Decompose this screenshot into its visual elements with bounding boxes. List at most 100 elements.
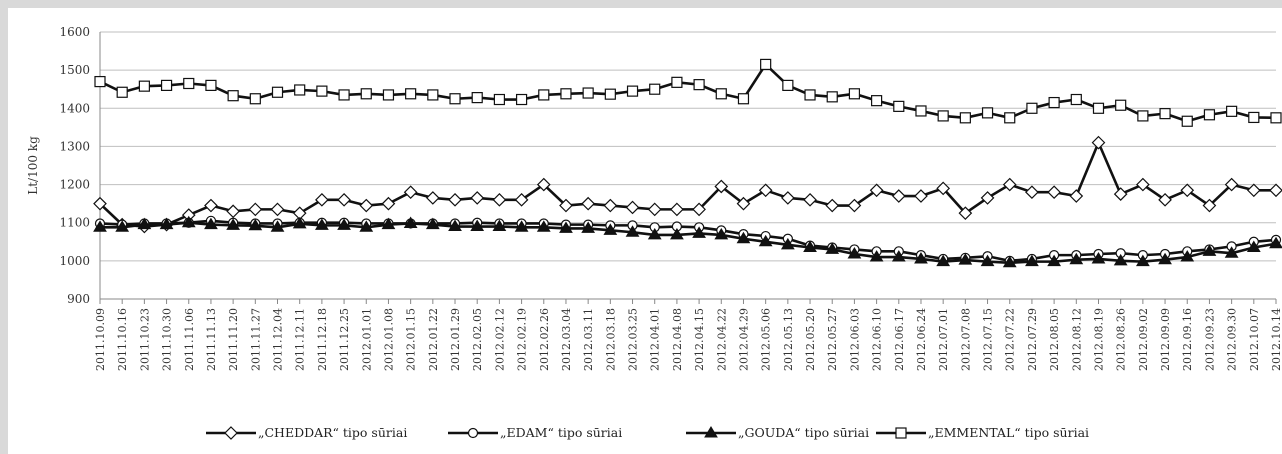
data-point [758, 234, 773, 247]
data-point [1091, 251, 1106, 264]
data-point [227, 90, 239, 102]
x-tick-label: 2011.11.20 [227, 308, 240, 371]
data-point [226, 204, 240, 219]
data-point [758, 183, 773, 198]
data-point [536, 177, 551, 192]
data-point [693, 79, 705, 91]
data-point [1113, 253, 1128, 266]
data-point [891, 189, 906, 203]
data-point [626, 85, 639, 97]
x-tick-label: 2012.05.27 [826, 308, 839, 371]
data-point [1002, 255, 1017, 268]
x-tick-label: 2012.04.15 [693, 308, 706, 371]
x-tick-label: 2012.04.01 [649, 308, 662, 371]
data-point [514, 192, 529, 207]
x-tick-label: 2011.12.04 [272, 308, 285, 371]
data-point [914, 189, 928, 203]
x-tick-label: 2011.12.18 [316, 308, 329, 371]
data-point [160, 79, 173, 92]
x-tick-label: 2012.02.05 [471, 308, 484, 371]
data-point [492, 219, 507, 232]
x-tick-label: 2012.04.08 [671, 308, 684, 371]
data-point [936, 254, 951, 267]
data-point [1004, 112, 1016, 124]
data-point [869, 250, 884, 262]
data-point [604, 88, 616, 100]
legend-label: „EDAM“ tipo sūriai [500, 425, 622, 440]
x-tick-label: 2011.10.16 [116, 308, 129, 371]
data-point [116, 86, 128, 98]
y-axis-label: Lt/100 kg [26, 136, 40, 195]
data-point [692, 202, 706, 217]
data-point [1048, 96, 1060, 109]
legend-item: „GOUDA“ tipo sūriai [686, 425, 869, 440]
data-point [1224, 246, 1239, 258]
data-point [1025, 185, 1039, 200]
data-point [204, 198, 218, 213]
data-point [248, 218, 263, 231]
data-point [448, 192, 462, 207]
data-point [381, 217, 396, 230]
data-point [781, 191, 795, 205]
data-point [270, 220, 285, 232]
data-point [1115, 99, 1127, 111]
legend: „CHEDDAR“ tipo sūriai „EDAM“ tipo sūriai „… [206, 425, 1089, 440]
data-point [1202, 198, 1217, 213]
data-point [93, 196, 107, 211]
x-tick-label: 2012.04.22 [715, 308, 728, 371]
data-point [582, 87, 594, 99]
data-point [959, 112, 971, 124]
data-point [538, 89, 550, 101]
data-point [270, 202, 285, 217]
data-point [603, 198, 618, 213]
x-tick-label: 2012.01.22 [427, 308, 440, 371]
data-point [315, 192, 329, 207]
x-tick-label: 2012.02.26 [538, 308, 551, 371]
data-point [271, 86, 284, 98]
data-point [1092, 102, 1105, 114]
data-point [1026, 102, 1038, 114]
data-point [560, 88, 572, 100]
data-point [470, 191, 485, 205]
series-3 [94, 58, 1282, 127]
data-point [514, 220, 529, 232]
data-point [425, 191, 440, 205]
data-point [1180, 250, 1195, 262]
line-chart: 900 1000 1100 1200 1300 1400 1500 1600 2011.10.… [26, 25, 1282, 440]
y-tick-label: 1500 [59, 63, 90, 77]
data-point [449, 93, 461, 105]
x-tick-label: 2012.09.16 [1181, 308, 1194, 371]
data-point [493, 93, 505, 106]
x-tick-label: 2012.05.06 [760, 308, 773, 371]
data-point [1246, 183, 1261, 198]
x-tick-label: 2012.07.29 [1026, 308, 1039, 371]
series-1 [94, 215, 1282, 266]
x-tick-label: 2012.08.12 [1070, 308, 1083, 371]
data-point [137, 217, 152, 230]
data-point [1136, 177, 1150, 192]
x-axis: 2011.10.09 2011.10.16 2011.10.23 2011.10.30… [94, 298, 1282, 371]
data-point [847, 198, 862, 213]
x-tick-label: 2012.03.11 [582, 308, 595, 371]
data-point [1137, 110, 1149, 122]
data-point [891, 250, 906, 262]
data-point [603, 223, 618, 235]
data-point [315, 218, 329, 230]
data-point [1158, 252, 1172, 265]
data-point [359, 198, 374, 213]
data-point [1181, 115, 1193, 127]
data-point [915, 105, 927, 117]
y-tick-label: 1100 [59, 216, 90, 230]
data-point [360, 88, 372, 100]
x-tick-label: 2012.03.04 [560, 308, 573, 371]
data-point [871, 95, 883, 107]
data-point [93, 220, 107, 232]
data-point [937, 110, 949, 122]
data-point [804, 89, 816, 101]
x-tick-label: 2012.06.10 [871, 308, 884, 371]
data-point [736, 231, 751, 244]
data-point [647, 227, 662, 240]
data-point [248, 202, 263, 217]
data-point [958, 206, 973, 221]
data-point [1246, 240, 1261, 253]
